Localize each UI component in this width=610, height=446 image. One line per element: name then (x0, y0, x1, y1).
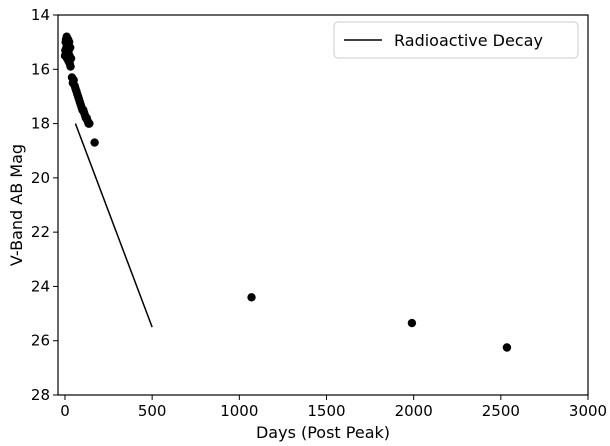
y-tick-label: 18 (31, 115, 50, 133)
legend-label: Radioactive Decay (394, 31, 543, 50)
plot-marks (60, 32, 512, 352)
radioactive-decay-line (74, 123, 153, 328)
x-tick-label: 2500 (482, 402, 520, 420)
data-point (66, 43, 75, 52)
data-point (85, 119, 94, 128)
y-tick-label: 14 (31, 6, 50, 24)
data-point (90, 138, 99, 147)
x-tick-label: 2000 (395, 402, 433, 420)
data-point (247, 293, 256, 302)
y-tick-label: 28 (31, 386, 50, 404)
data-point (66, 54, 76, 63)
y-tick-label: 26 (31, 332, 50, 350)
data-point (502, 343, 512, 352)
legend-box (333, 21, 579, 59)
y-tick-label: 20 (31, 169, 50, 187)
data-point (407, 318, 417, 328)
x-tick-label: 500 (138, 402, 167, 420)
y-axis-label: V-Band AB Mag (7, 144, 26, 266)
x-tick-label: 3000 (569, 402, 607, 420)
x-tick-label: 1000 (220, 402, 258, 420)
plot-frame (57, 14, 589, 396)
y-tick-label: 22 (31, 223, 50, 241)
legend: Radioactive Decay (333, 21, 579, 59)
x-tick-label: 1500 (307, 402, 345, 420)
x-tick-label: 0 (60, 402, 70, 420)
data-point (66, 62, 75, 71)
y-axis-ticks: 14 16 18 20 22 24 26 28 (31, 6, 58, 404)
x-axis-ticks: 0 500 1000 1500 2000 2500 3000 (60, 395, 607, 420)
y-tick-label: 16 (31, 60, 50, 78)
x-axis-label: Days (Post Peak) (256, 423, 390, 442)
y-tick-label: 24 (31, 277, 50, 295)
